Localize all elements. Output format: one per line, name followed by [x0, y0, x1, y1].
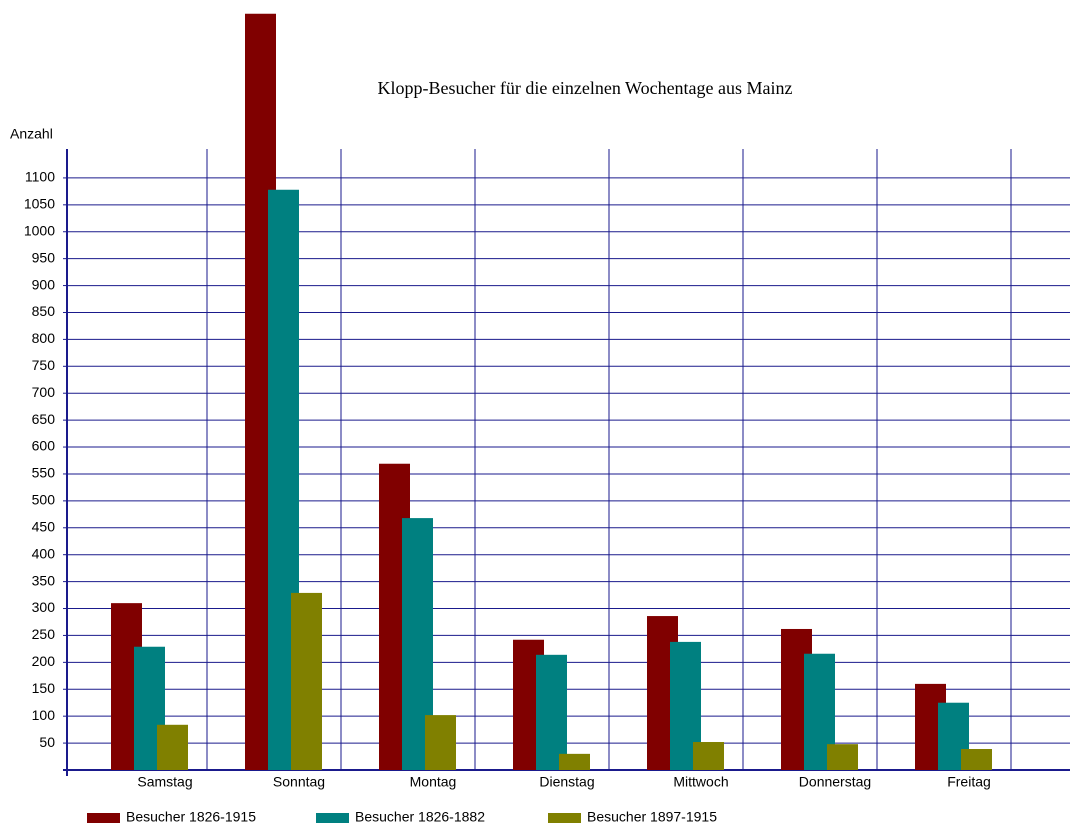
y-tick-label: 950: [32, 249, 56, 265]
x-tick-label: Donnerstag: [799, 774, 871, 790]
bar: [827, 744, 858, 770]
y-tick-label: 900: [32, 276, 56, 292]
y-tick-label: 1000: [24, 222, 55, 238]
y-tick-label: 400: [32, 545, 56, 561]
y-axis-label: Anzahl: [10, 126, 53, 142]
bar: [961, 749, 992, 770]
y-tick-label: 1100: [25, 169, 55, 185]
legend-label: Besucher 1826-1882: [355, 809, 485, 825]
legend-swatch: [87, 813, 120, 823]
y-tick-label: 600: [32, 438, 56, 454]
y-tick-label: 700: [32, 384, 56, 400]
y-tick-label: 800: [32, 330, 56, 346]
bar: [693, 742, 724, 770]
bar: [425, 715, 456, 770]
y-tick-label: 50: [39, 734, 55, 750]
y-tick-label: 350: [32, 572, 56, 588]
y-tick-label: 850: [32, 303, 56, 319]
y-tick-label: 200: [32, 653, 56, 669]
y-tick-label: 650: [32, 411, 56, 427]
x-tick-label: Freitag: [947, 774, 991, 790]
y-tick-label: 450: [32, 518, 56, 534]
bar: [536, 654, 567, 770]
x-tick-label: Dienstag: [539, 774, 594, 790]
chart-title: Klopp-Besucher für die einzelnen Wochent…: [377, 78, 792, 98]
legend-swatch: [548, 813, 581, 823]
legend-label: Besucher 1826-1915: [126, 809, 256, 825]
bar: [291, 592, 322, 770]
x-tick-label: Sonntag: [273, 774, 325, 790]
y-tick-label: 100: [32, 707, 56, 723]
y-tick-label: 1050: [24, 196, 55, 212]
y-tick-label: 750: [32, 357, 56, 373]
y-tick-label: 500: [32, 492, 56, 508]
bar: [157, 724, 188, 770]
x-tick-label: Mittwoch: [673, 774, 728, 790]
y-tick-label: 150: [32, 680, 56, 696]
x-tick-label: Samstag: [137, 774, 192, 790]
x-tick-label: Montag: [410, 774, 457, 790]
legend-label: Besucher 1897-1915: [587, 809, 717, 825]
bar: [559, 753, 590, 770]
y-tick-label: 300: [32, 599, 56, 615]
y-tick-label: 250: [32, 626, 56, 642]
legend-swatch: [316, 813, 349, 823]
y-tick-label: 550: [32, 465, 56, 481]
